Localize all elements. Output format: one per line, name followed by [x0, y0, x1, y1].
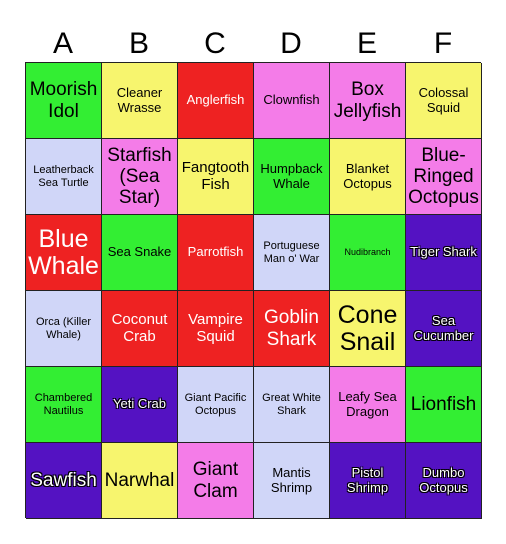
bingo-board: Moorish Idol Cleaner Wrasse Anglerfish C… [25, 62, 482, 519]
bingo-cell[interactable]: Lionfish [406, 367, 482, 443]
bingo-cell[interactable]: Blanket Octopus [330, 139, 406, 215]
bingo-cell[interactable]: Tiger Shark [406, 215, 482, 291]
bingo-cell[interactable]: Mantis Shrimp [254, 443, 330, 519]
bingo-cell[interactable]: Goblin Shark [254, 291, 330, 367]
column-header-a: A [52, 27, 73, 60]
bingo-cell[interactable]: Nudibranch [330, 215, 406, 291]
column-header-b: B [128, 27, 149, 60]
bingo-cell[interactable]: Fangtooth Fish [178, 139, 254, 215]
bingo-cell[interactable]: Leatherback Sea Turtle [26, 139, 102, 215]
bingo-cell[interactable]: Cone Snail [330, 291, 406, 367]
bingo-cell[interactable]: Parrotfish [178, 215, 254, 291]
column-header-c: C [204, 27, 226, 60]
bingo-cell[interactable]: Dumbo Octopus [406, 443, 482, 519]
bingo-cell[interactable]: Yeti Crab [102, 367, 178, 443]
bingo-cell[interactable]: Narwhal [102, 443, 178, 519]
bingo-cell[interactable]: Cleaner Wrasse [102, 63, 178, 139]
bingo-cell[interactable]: Portuguese Man o' War [254, 215, 330, 291]
column-header-e: E [356, 27, 377, 60]
bingo-cell[interactable]: Sea Snake [102, 215, 178, 291]
bingo-cell[interactable]: Sawfish [26, 443, 102, 519]
bingo-cell[interactable]: Leafy Sea Dragon [330, 367, 406, 443]
bingo-cell[interactable]: Chambered Nautilus [26, 367, 102, 443]
column-header-f: F [433, 27, 453, 60]
bingo-cell[interactable]: Starfish (Sea Star) [102, 139, 178, 215]
bingo-cell[interactable]: Humpback Whale [254, 139, 330, 215]
bingo-cell[interactable]: Moorish Idol [26, 63, 102, 139]
bingo-cell[interactable]: Coconut Crab [102, 291, 178, 367]
bingo-cell[interactable]: Vampire Squid [178, 291, 254, 367]
column-headers: A B C D E F [25, 24, 481, 64]
bingo-cell[interactable]: Blue Whale [26, 215, 102, 291]
column-header-d: D [280, 27, 302, 60]
bingo-cell[interactable]: Box Jellyfish [330, 63, 406, 139]
bingo-cell[interactable]: Colossal Squid [406, 63, 482, 139]
bingo-cell[interactable]: Great White Shark [254, 367, 330, 443]
bingo-cell[interactable]: Clownfish [254, 63, 330, 139]
bingo-cell[interactable]: Blue-Ringed Octopus [406, 139, 482, 215]
bingo-cell[interactable]: Pistol Shrimp [330, 443, 406, 519]
bingo-cell[interactable]: Sea Cucumber [406, 291, 482, 367]
bingo-cell[interactable]: Anglerfish [178, 63, 254, 139]
bingo-cell[interactable]: Orca (Killer Whale) [26, 291, 102, 367]
bingo-cell[interactable]: Giant Pacific Octopus [178, 367, 254, 443]
bingo-cell[interactable]: Giant Clam [178, 443, 254, 519]
